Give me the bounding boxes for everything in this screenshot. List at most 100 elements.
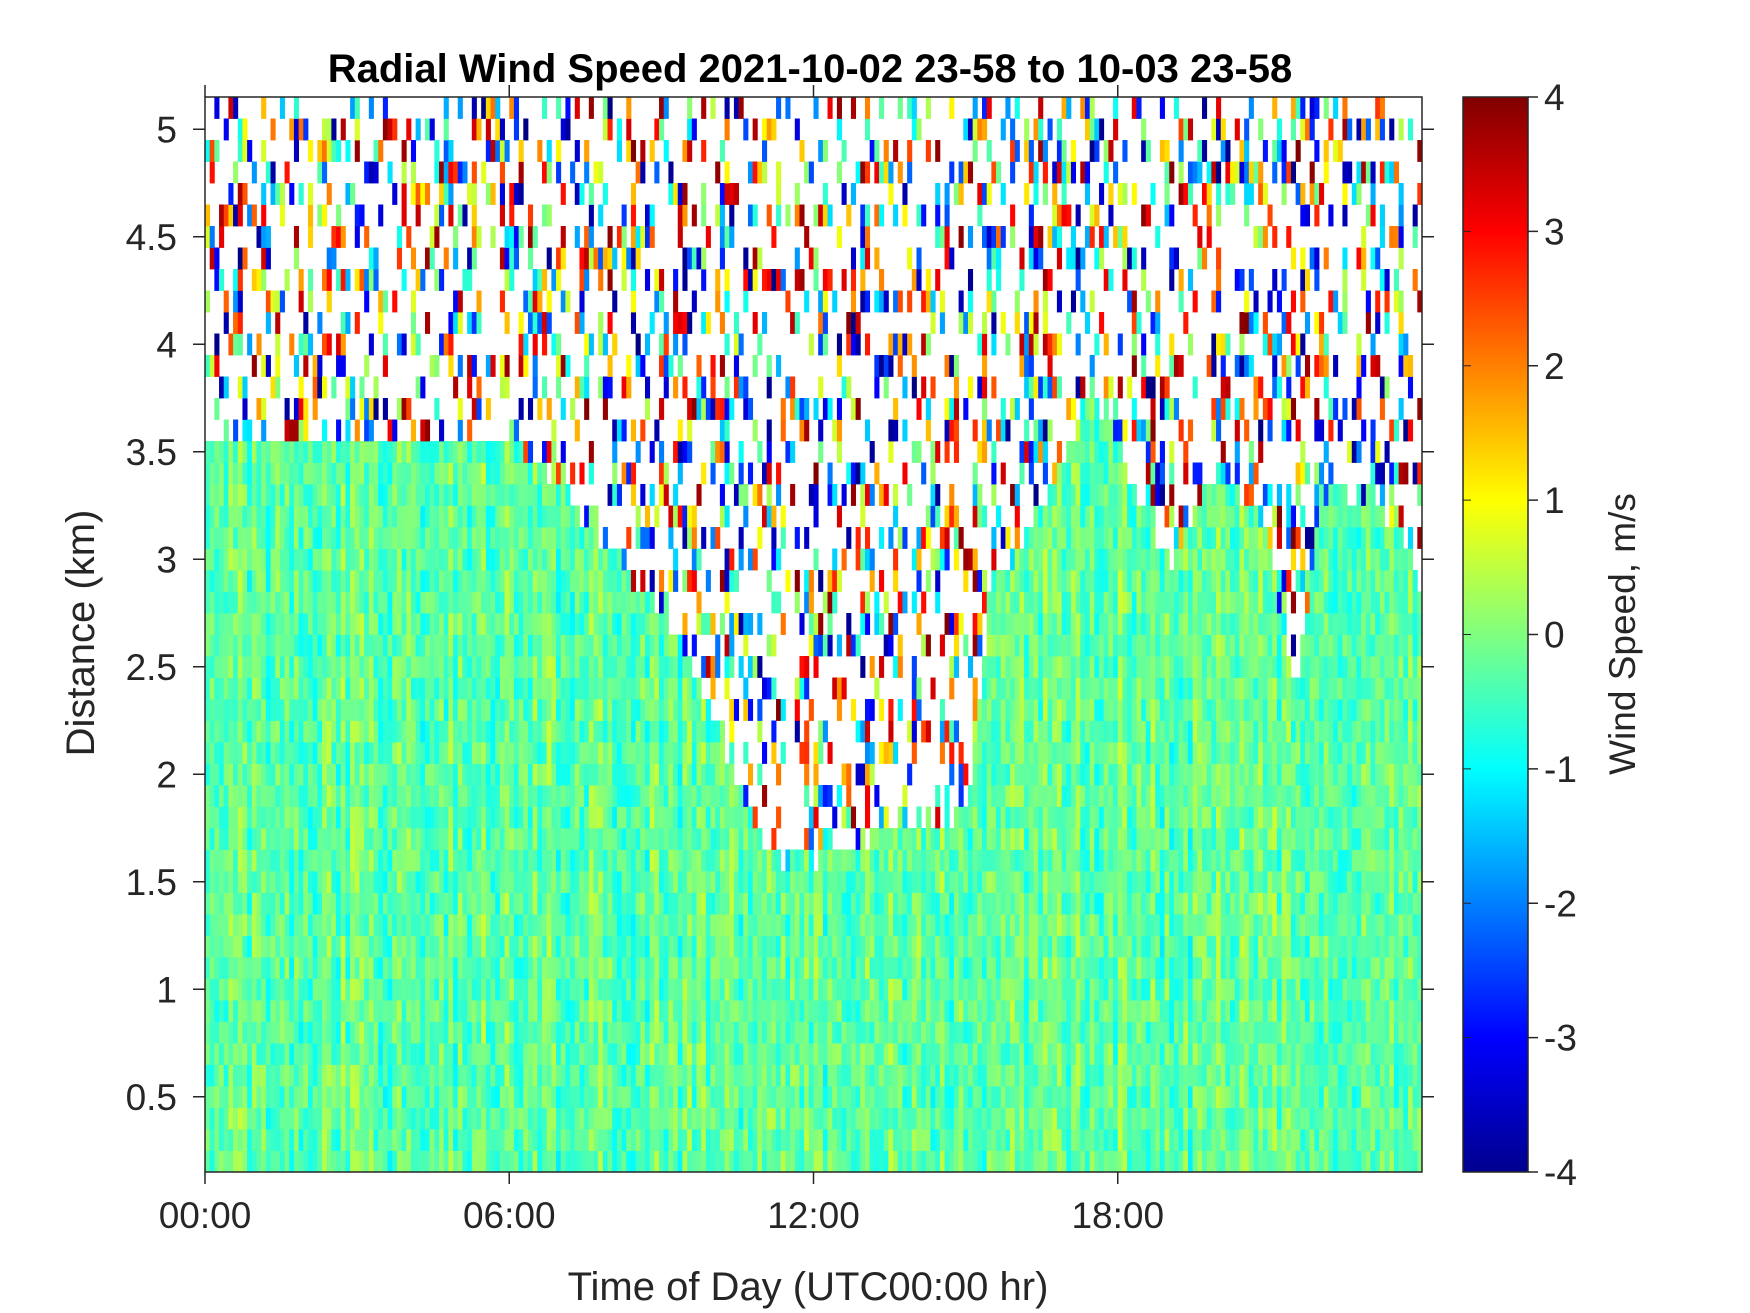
heatmap-cell [574, 892, 580, 915]
heatmap-cell [654, 634, 660, 657]
heatmap-cell [368, 677, 374, 700]
heatmap-cell [410, 656, 417, 678]
heatmap-cell [832, 914, 838, 936]
heatmap-cell [598, 1043, 604, 1065]
heatmap-cell [378, 914, 384, 936]
heatmap-cell [626, 849, 632, 872]
heatmap-cell [509, 806, 515, 829]
heatmap-cell [368, 548, 374, 571]
heatmap-cell [396, 591, 402, 614]
heatmap-cell [659, 677, 665, 700]
heatmap-cell [326, 118, 332, 141]
heatmap-cell [588, 892, 594, 915]
heatmap-cell [443, 1064, 449, 1087]
heatmap-cell [364, 892, 370, 915]
heatmap-cell [312, 1000, 318, 1022]
heatmap-cell [322, 204, 328, 227]
heatmap-cell [818, 892, 824, 915]
heatmap-cell [654, 720, 660, 743]
heatmap-cell [621, 570, 627, 592]
heatmap-cell [359, 484, 365, 506]
heatmap-cell [378, 677, 384, 700]
heatmap-cell [766, 677, 772, 700]
heatmap-cell [331, 484, 337, 506]
heatmap-cell [317, 914, 323, 936]
heatmap-cell [542, 978, 548, 1001]
heatmap-cell [818, 441, 824, 463]
heatmap-cell [368, 419, 374, 442]
heatmap-cell [738, 1150, 744, 1173]
heatmap-cell [570, 1000, 576, 1022]
heatmap-cell [401, 398, 407, 420]
heatmap-cell [588, 634, 594, 657]
heatmap-cell [317, 441, 323, 463]
heatmap-cell [715, 763, 721, 786]
heatmap-cell [780, 957, 786, 979]
heatmap-cell [551, 656, 557, 678]
heatmap-cell [654, 269, 660, 291]
heatmap-cell [808, 957, 814, 979]
heatmap-cell [485, 935, 491, 958]
heatmap-cell [616, 978, 622, 1001]
heatmap-cell [261, 1021, 267, 1044]
heatmap-cell [677, 441, 683, 463]
heatmap-cell [415, 1107, 421, 1130]
heatmap-cell [729, 892, 735, 915]
heatmap-cell [532, 849, 538, 872]
heatmap-cell [415, 484, 421, 506]
heatmap-cell [836, 441, 842, 463]
heatmap-cell [420, 892, 426, 915]
heatmap-cell [350, 978, 356, 1001]
heatmap-cell [396, 978, 402, 1001]
heatmap-cell [326, 269, 332, 291]
heatmap-cell [410, 613, 417, 635]
heatmap-cell [289, 570, 295, 592]
heatmap-cell [443, 1150, 449, 1173]
heatmap-cell [794, 1064, 800, 1087]
heatmap-cell [790, 935, 796, 958]
heatmap-cell [757, 1000, 763, 1022]
heatmap-cell [415, 441, 421, 463]
heatmap-cell [621, 634, 627, 657]
heatmap-cell [265, 828, 271, 850]
heatmap-cell [701, 527, 707, 549]
heatmap-cell [813, 806, 819, 829]
heatmap-cell [462, 699, 468, 721]
heatmap-cell [621, 376, 627, 399]
heatmap-cell [317, 570, 323, 592]
heatmap-cell [378, 505, 384, 528]
heatmap-cell [439, 333, 445, 356]
heatmap-cell [663, 97, 669, 119]
heatmap-cell [574, 183, 580, 205]
heatmap-cell [345, 269, 351, 291]
heatmap-cell [668, 806, 674, 829]
heatmap-cell [481, 570, 487, 592]
heatmap-cell [846, 462, 852, 485]
heatmap-cell [710, 871, 716, 893]
heatmap-cell [551, 527, 557, 549]
heatmap-cell [542, 1129, 548, 1151]
heatmap-cell [228, 720, 234, 743]
heatmap-cell [326, 1129, 332, 1151]
heatmap-cell [532, 290, 538, 313]
heatmap-cell [644, 871, 651, 893]
heatmap-cell [401, 333, 407, 356]
heatmap-cell [476, 978, 482, 1001]
heatmap-cell [256, 1043, 262, 1065]
heatmap-cell [738, 613, 744, 635]
heatmap-cell [813, 1043, 819, 1065]
heatmap-cell [378, 204, 384, 227]
heatmap-cell [499, 247, 505, 270]
heatmap-cell [317, 1043, 323, 1065]
heatmap-cell [429, 656, 435, 678]
heatmap-cell [261, 1150, 267, 1173]
heatmap-cell [467, 269, 473, 291]
heatmap-cell [546, 613, 552, 635]
heatmap-cell [237, 634, 243, 657]
heatmap-cell [551, 1043, 557, 1065]
heatmap-cell [546, 828, 552, 850]
heatmap-cell [504, 376, 510, 399]
heatmap-cell [439, 1000, 445, 1022]
heatmap-cell [237, 1107, 243, 1130]
heatmap-cell [579, 1107, 585, 1130]
